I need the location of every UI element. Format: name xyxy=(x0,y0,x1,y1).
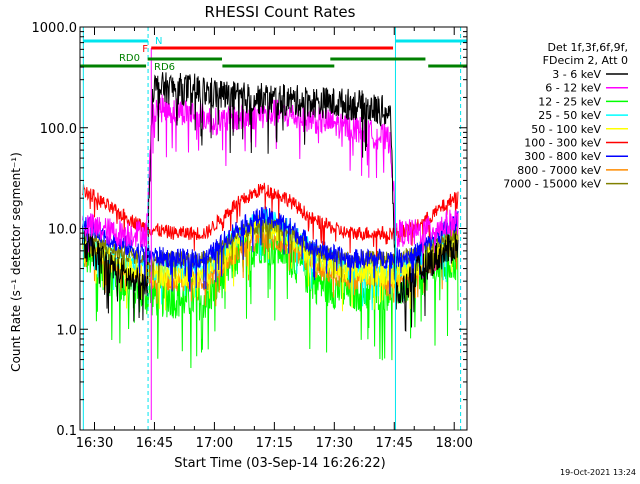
legend-label: 50 - 100 keV xyxy=(531,123,601,136)
y-tick-label: 100.0 xyxy=(40,122,77,137)
legend-label: 300 - 800 keV xyxy=(524,150,601,163)
x-tick-label: 17:15 xyxy=(256,436,293,451)
annotation-label: RD0 xyxy=(119,53,140,64)
legend-header: FDecim 2, Att 0 xyxy=(543,54,628,67)
x-tick-label: 18:00 xyxy=(435,436,472,451)
legend-label: 3 - 6 keV xyxy=(552,68,601,81)
annotation-label: N xyxy=(155,36,162,47)
legend-label: 12 - 25 keV xyxy=(538,95,601,108)
x-tick-label: 17:30 xyxy=(316,436,353,451)
x-axis-label: Start Time (03-Sep-14 16:26:22) xyxy=(174,456,385,471)
y-tick-label: 1000.0 xyxy=(32,21,78,36)
legend-header: Det 1f,3f,6f,9f, xyxy=(547,41,628,54)
legend: Det 1f,3f,6f,9f,FDecim 2, Att 03 - 6 keV… xyxy=(503,41,628,191)
chart-title: RHESSI Count Rates xyxy=(205,3,356,21)
footer-date: 19-Oct-2021 13:24 xyxy=(560,468,636,477)
legend-label: 100 - 300 keV xyxy=(524,137,601,150)
annotation-label: F xyxy=(142,44,148,55)
x-tick-label: 16:45 xyxy=(136,436,173,451)
x-tick-label: 17:45 xyxy=(376,436,413,451)
y-tick-label: 1.0 xyxy=(56,323,77,338)
y-tick-label: 0.1 xyxy=(56,424,77,439)
legend-label: 7000 - 15000 keV xyxy=(503,178,601,191)
x-tick-label: 17:00 xyxy=(196,436,233,451)
x-tick-label: 16:30 xyxy=(76,436,113,451)
legend-label: 800 - 7000 keV xyxy=(517,164,601,177)
axes-layer: 0.1 1.0 10.0 100.0 1000.0 16:30 16:45 17:00 17:1… xyxy=(32,21,473,451)
annotation-label: RD6 xyxy=(154,62,175,73)
y-axis-label: Count Rate (s⁻¹ detector segment⁻¹) xyxy=(9,152,23,372)
y-tick-label: 10.0 xyxy=(48,223,77,238)
legend-label: 6 - 12 keV xyxy=(545,82,601,95)
legend-label: 25 - 50 keV xyxy=(538,109,601,122)
